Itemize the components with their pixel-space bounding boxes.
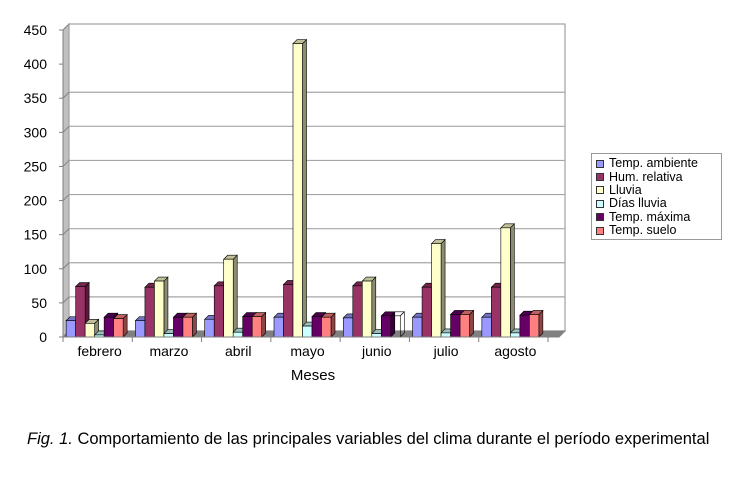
- legend-label: Temp. ambiente: [609, 156, 698, 171]
- svg-text:250: 250: [24, 158, 48, 174]
- category-label: abril: [225, 343, 251, 359]
- figure-caption: Fig. 1. Comportamiento de las principale…: [27, 426, 715, 453]
- svg-text:50: 50: [31, 295, 47, 311]
- legend-label: Días lluvia: [609, 196, 667, 211]
- bar: [390, 311, 406, 338]
- legend-swatch-icon: [596, 199, 604, 208]
- legend-swatch-icon: [596, 173, 604, 182]
- svg-text:400: 400: [24, 56, 48, 72]
- legend-item-temp-suelo: Temp. suelo: [596, 224, 721, 237]
- legend-item-temp-ambiente: Temp. ambiente: [596, 157, 721, 170]
- bar: [222, 254, 238, 338]
- legend-item-lluvia: Lluvia: [596, 182, 721, 197]
- chart-legend: Temp. ambiente Hum. relativa Lluvia Días…: [591, 153, 722, 240]
- category-label: febrero: [77, 343, 122, 359]
- x-axis-title: Meses: [291, 367, 335, 384]
- bar: [380, 311, 396, 338]
- legend-label: Temp. suelo: [609, 223, 677, 238]
- bar: [251, 311, 267, 338]
- category-label: marzo: [149, 343, 188, 359]
- y-axis: 0 50 100 150 200 250 300 350 400 450: [24, 22, 64, 345]
- svg-text:200: 200: [24, 193, 48, 209]
- bar: [528, 309, 544, 338]
- legend-swatch-icon: [596, 213, 604, 222]
- bar: [320, 312, 336, 338]
- legend-item-temp-maxima: Temp. máxima: [596, 209, 721, 224]
- legend-label: Hum. relativa: [609, 169, 683, 184]
- bar: [292, 38, 308, 338]
- svg-text:300: 300: [24, 124, 48, 140]
- legend-item-hum-relativa: Hum. relativa: [596, 170, 721, 183]
- category-label: julio: [433, 343, 459, 359]
- svg-text:100: 100: [24, 261, 48, 277]
- legend-item-dias-lluvia: Días lluvia: [596, 197, 721, 210]
- svg-text:0: 0: [39, 329, 47, 345]
- chart-walls: [61, 22, 567, 339]
- x-axis: febrero marzo abril mayo junio julio agosto: [62, 336, 559, 359]
- caption-text: Comportamiento de las principales variab…: [72, 430, 710, 448]
- figure-label: Fig. 1.: [27, 430, 73, 448]
- svg-text:350: 350: [24, 90, 48, 106]
- category-label: mayo: [290, 343, 324, 359]
- bar: [182, 312, 198, 338]
- legend-label: Temp. máxima: [609, 209, 691, 224]
- bar: [112, 313, 128, 338]
- bar: [459, 309, 475, 338]
- legend-swatch-icon: [596, 226, 604, 235]
- legend-swatch-icon: [596, 186, 604, 195]
- legend-label: Lluvia: [609, 182, 642, 197]
- svg-text:450: 450: [24, 22, 48, 38]
- legend-swatch-icon: [596, 159, 604, 168]
- category-label: agosto: [494, 343, 536, 359]
- bar: [153, 276, 169, 338]
- bar: [430, 238, 446, 338]
- bars: [65, 38, 544, 338]
- clustered-bar-chart: 0 50 100 150 200 250 300 350 400 450 febrero marzo…: [24, 22, 567, 384]
- bar: [500, 223, 516, 338]
- svg-text:150: 150: [24, 227, 48, 243]
- bar: [361, 276, 377, 338]
- category-label: junio: [361, 343, 392, 359]
